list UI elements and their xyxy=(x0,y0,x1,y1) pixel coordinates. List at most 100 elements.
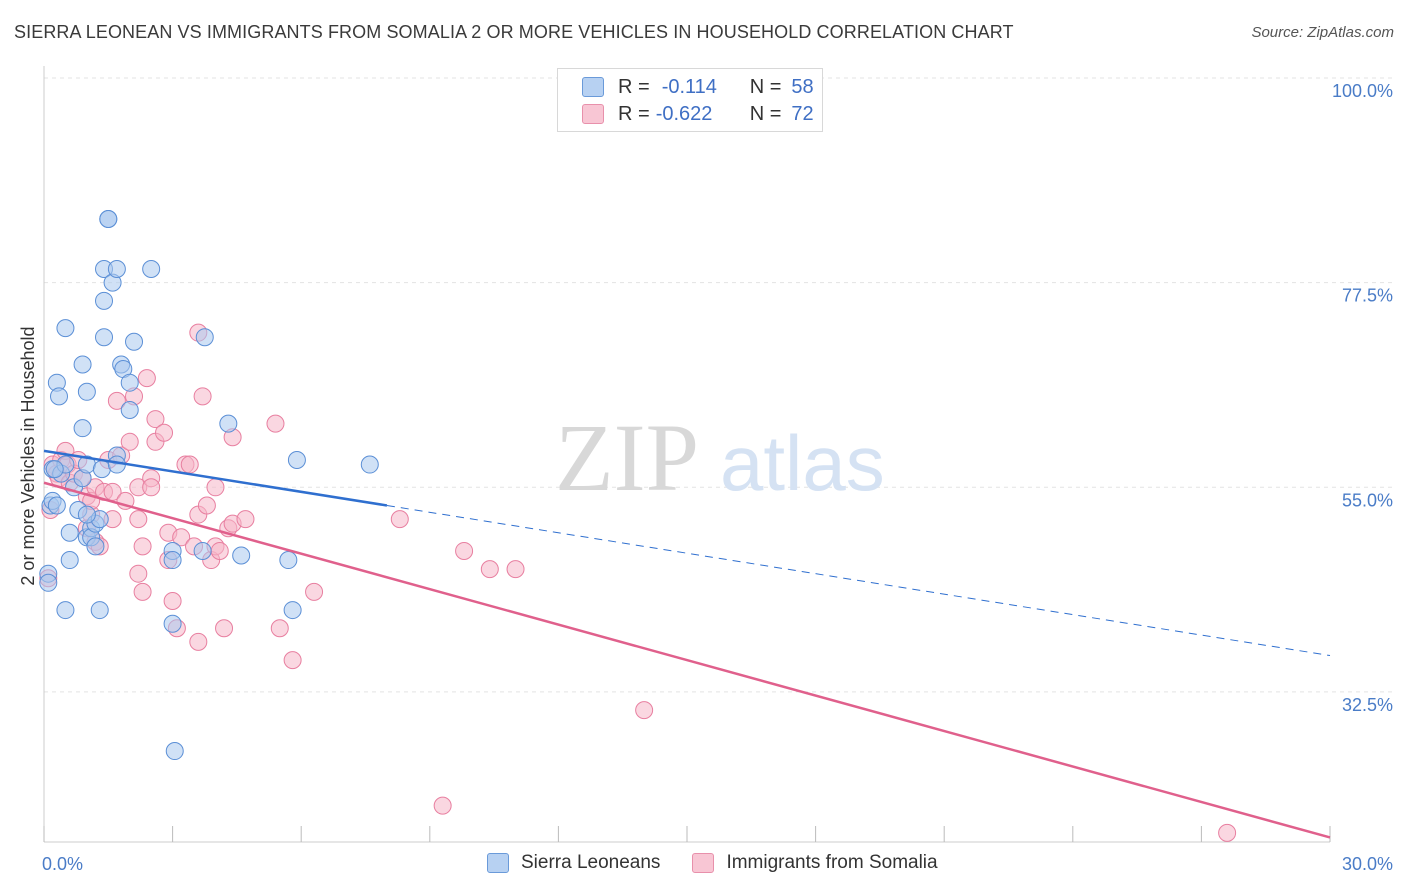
series-somalia-points xyxy=(39,323,1237,842)
chart-title: SIERRA LEONEAN VS IMMIGRANTS FROM SOMALI… xyxy=(14,22,1014,42)
sierra-leonean-point xyxy=(90,601,109,620)
legend-item-sierra-leoneans: Sierra Leoneans xyxy=(487,852,660,874)
legend-r-label: R = xyxy=(618,75,650,98)
legend-row-somalia: R = -0.622 N = 72 xyxy=(582,102,814,126)
sierra-leonean-point xyxy=(77,382,96,401)
sierra-leonean-point xyxy=(360,455,379,474)
somalia-point xyxy=(390,510,409,529)
sierra-leonean-point xyxy=(120,373,139,392)
sierra-leonean-point xyxy=(219,414,238,433)
somalia-point xyxy=(506,560,525,579)
x-tick-labels: 0.0% 30.0% xyxy=(42,854,1393,874)
legend-n-label: N = xyxy=(749,75,782,98)
grid-lines xyxy=(44,77,1392,693)
somalia-point xyxy=(433,796,452,815)
somalia-point xyxy=(1218,823,1237,842)
sierra-leonean-point xyxy=(95,328,114,347)
sierra-leonean-point xyxy=(125,332,144,351)
sierra-leonean-point xyxy=(60,551,79,570)
legend-row-sierra-leoneans: R = -0.114 N = 58 xyxy=(582,75,814,99)
somalia-point xyxy=(283,651,302,670)
somalia-point xyxy=(236,510,255,529)
legend-n-value: 72 xyxy=(791,102,814,125)
sierra-leonean-point xyxy=(77,505,96,524)
sierra-leonean-point xyxy=(279,551,298,570)
sierra-leonean-point xyxy=(163,551,182,570)
somalia-point xyxy=(137,369,156,388)
somalia-point xyxy=(142,478,161,497)
somalia-point xyxy=(107,391,126,410)
y-tick-label: 55.0% xyxy=(1342,490,1393,510)
somalia-point xyxy=(305,582,324,601)
somalia-point xyxy=(103,482,122,501)
watermark-zip: ZIP xyxy=(555,404,699,511)
legend-swatch-pink xyxy=(692,853,715,873)
sierra-leonean-point xyxy=(283,601,302,620)
axes xyxy=(43,66,1331,843)
legend-swatch-blue xyxy=(582,77,604,97)
stats-legend: R = -0.114 N = 58 R = -0.622 N = 72 xyxy=(557,68,823,132)
trend-lines xyxy=(43,449,1331,839)
legend-r-label: R = xyxy=(618,102,650,125)
y-tick-label: 77.5% xyxy=(1342,286,1393,306)
sierra-leonean-trend-line xyxy=(43,449,388,507)
legend-r-value: -0.114 xyxy=(661,75,717,98)
sierra-leonean-point xyxy=(120,400,139,419)
sierra-leonean-point xyxy=(195,328,214,347)
source-credit: Source: ZipAtlas.com xyxy=(1251,24,1394,41)
sierra-leonean-point xyxy=(99,209,118,228)
watermark: ZIP atlas xyxy=(555,404,885,511)
somalia-point xyxy=(155,423,174,442)
sierra-leonean-point xyxy=(107,260,126,278)
somalia-point xyxy=(197,496,216,515)
somalia-point xyxy=(133,537,152,556)
somalia-point xyxy=(120,432,139,451)
sierra-leonean-point xyxy=(163,614,182,633)
sierra-leonean-point xyxy=(56,319,75,338)
legend-swatch-pink xyxy=(582,104,604,124)
y-tick-label: 32.5% xyxy=(1342,695,1393,715)
legend-swatch-blue xyxy=(487,853,509,873)
somalia-point xyxy=(270,619,289,638)
sierra-leonean-point xyxy=(287,451,306,469)
legend-n-value: 58 xyxy=(791,75,814,98)
y-tick-label: 100.0% xyxy=(1332,81,1393,101)
somalia-point xyxy=(210,541,229,560)
somalia-point xyxy=(635,701,654,720)
somalia-point xyxy=(206,478,225,497)
sierra-leonean-point xyxy=(45,460,64,479)
sierra-leonean-point xyxy=(50,387,69,406)
legend-label-sierra-leoneans: Sierra Leoneans xyxy=(521,852,661,873)
sierra-leonean-point xyxy=(47,496,66,515)
sierra-leonean-point xyxy=(56,601,75,620)
legend-r-value: -0.622 xyxy=(655,102,713,125)
somalia-point xyxy=(455,541,474,560)
sierra-leonean-point xyxy=(193,541,212,560)
somalia-point xyxy=(129,564,148,583)
sierra-leonean-point xyxy=(95,291,114,310)
sierra-leonean-point xyxy=(232,546,251,565)
somalia-point xyxy=(215,619,234,638)
somalia-point xyxy=(193,387,212,406)
somalia-point xyxy=(163,591,182,610)
series-sierra-leonean-points xyxy=(39,209,379,761)
legend-label-somalia: Immigrants from Somalia xyxy=(726,852,938,873)
x-tick-label: 30.0% xyxy=(1342,854,1393,874)
somalia-point xyxy=(146,410,165,429)
legend-n-label: N = xyxy=(749,102,782,125)
y-tick-labels: 100.0% 77.5% 55.0% 32.5% xyxy=(1332,81,1393,715)
somalia-point xyxy=(133,582,152,601)
x-tick-label: 0.0% xyxy=(42,854,83,874)
legend-item-somalia: Immigrants from Somalia xyxy=(692,852,938,874)
somalia-point xyxy=(266,414,285,433)
somalia-point xyxy=(172,528,191,547)
sierra-leonean-point xyxy=(92,460,111,479)
sierra-leonean-point xyxy=(39,573,58,592)
somalia-trend-line xyxy=(43,481,1331,839)
somalia-point xyxy=(180,455,199,474)
series-legend: Sierra Leoneans Immigrants from Somalia xyxy=(487,852,970,874)
sierra-leonean-point xyxy=(165,742,184,761)
sierra-leonean-point xyxy=(60,523,79,542)
sierra-leonean-point xyxy=(73,419,92,438)
